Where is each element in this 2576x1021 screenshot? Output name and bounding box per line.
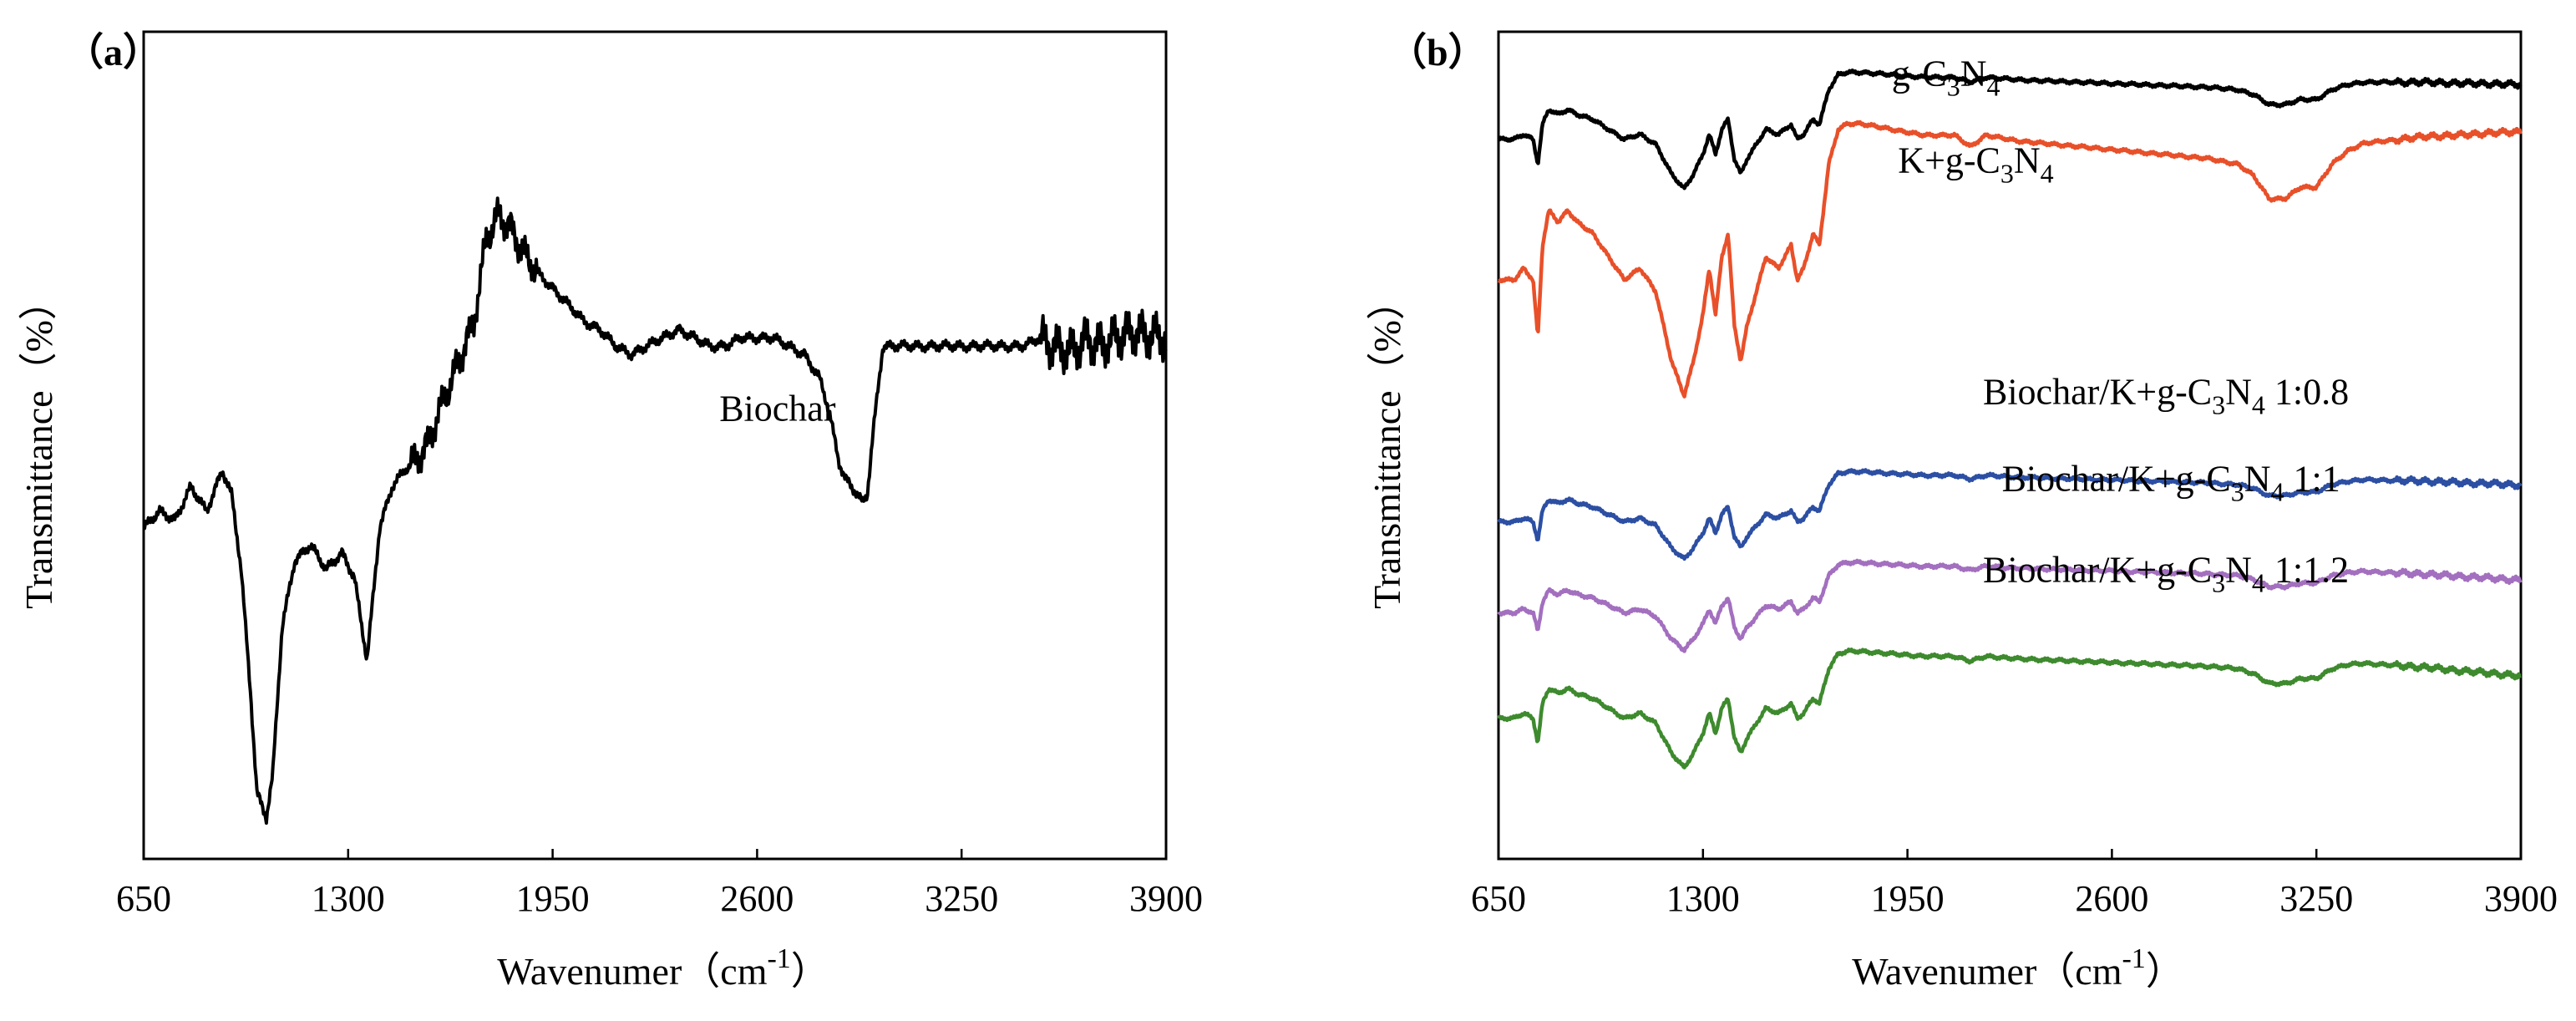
series-label-sub: 3	[2212, 567, 2225, 597]
x-tick-label: 3900	[2484, 878, 2558, 919]
series-label-sub: 4	[2252, 567, 2265, 597]
series-label: Biochar/K+g-C3N4 1:1	[2002, 458, 2340, 506]
x-tick-label: 1950	[1871, 878, 1945, 919]
series-label-sub: 4	[2270, 476, 2284, 506]
series-label-main: K+g-C	[1898, 140, 2000, 180]
x-tick-label: 3250	[925, 878, 998, 919]
series-label: Biochar/K+g-C3N4 1:1.2	[1983, 549, 2349, 597]
series-label: K+g-C3N4	[1898, 140, 2053, 188]
x-tick-label: 1950	[516, 878, 590, 919]
series-label-mid: N	[2225, 372, 2252, 413]
series-label: g-C3N4	[1892, 53, 2000, 101]
x-axis-label-main: Wavenumer（cm	[497, 950, 768, 993]
panel-b: （b） 650 1300 1950 2600 3250 3900 Wavenumer（cm-1…	[1366, 30, 2558, 993]
series-label-suffix: 1:1	[2284, 458, 2340, 499]
series-label-mid: N	[2225, 549, 2252, 590]
x-axis-label: Wavenumer（cm-1）	[497, 943, 829, 993]
x-axis-label-end: ）	[2146, 950, 2184, 993]
series-label-main: Biochar/K+g-C	[1983, 372, 2212, 413]
series-label-mid: N	[2244, 458, 2271, 499]
y-axis-label: Transmittance（%）	[18, 282, 60, 609]
x-tick-label: 650	[1471, 878, 1526, 919]
series-label-main: Biochar/K+g-C	[2002, 458, 2231, 499]
panel-label: （a）	[65, 31, 161, 74]
series-label-sub: 3	[2212, 390, 2225, 420]
x-axis-label-main: Wavenumer（cm	[1852, 950, 2122, 993]
series-label-mid: N	[1960, 53, 1987, 94]
x-axis-label: Wavenumer（cm-1）	[1852, 943, 2184, 993]
series-label-main: Biochar/K+g-C	[1983, 549, 2212, 590]
series-label-sub: 3	[1947, 71, 1960, 101]
plot-frame	[1497, 30, 2523, 861]
x-tick-label: 1300	[312, 878, 385, 919]
series-label-sub: 3	[2231, 476, 2244, 506]
panel-label: （b）	[1388, 31, 1487, 74]
series-label-sub: 3	[2000, 158, 2014, 188]
panel-a: （a） 650 1300 1950 2600 3250 3900 Wavenumer（cm-1…	[18, 30, 1203, 993]
x-tick-label: 3250	[2279, 878, 2353, 919]
plot-frame	[142, 30, 1168, 861]
series-label: Biochar/K+g-C3N4 1:0.8	[1983, 372, 2349, 420]
series-label-main: g-C	[1892, 53, 1947, 94]
series-label-suffix: 1:1.2	[2265, 549, 2349, 590]
x-tick-label: 2600	[2075, 878, 2148, 919]
y-axis-label: Transmittance（%）	[1366, 282, 1408, 609]
x-tick-label: 1300	[1666, 878, 1740, 919]
series-label-sub: 4	[2041, 158, 2054, 188]
series-annotation: Biochar	[719, 388, 836, 429]
x-axis-label-sup: -1	[2122, 943, 2145, 974]
series-line-2	[1497, 119, 2523, 399]
series-label-sub: 4	[2252, 390, 2265, 420]
series-line-3	[1497, 468, 2523, 561]
series-line-1	[1497, 68, 2523, 190]
x-axis-label-sup: -1	[767, 943, 790, 974]
series-label-sub: 4	[1987, 71, 2000, 101]
series-line-5	[1497, 648, 2522, 770]
x-tick-label: 650	[116, 878, 171, 919]
x-tick-label: 2600	[720, 878, 794, 919]
x-axis-label-end: ）	[791, 950, 829, 993]
series-line-4	[1497, 558, 2523, 653]
series-label-suffix: 1:0.8	[2265, 372, 2349, 413]
x-tick-label: 3900	[1129, 878, 1203, 919]
series-line-biochar	[143, 196, 1168, 825]
series-label-mid: N	[2014, 140, 2041, 180]
